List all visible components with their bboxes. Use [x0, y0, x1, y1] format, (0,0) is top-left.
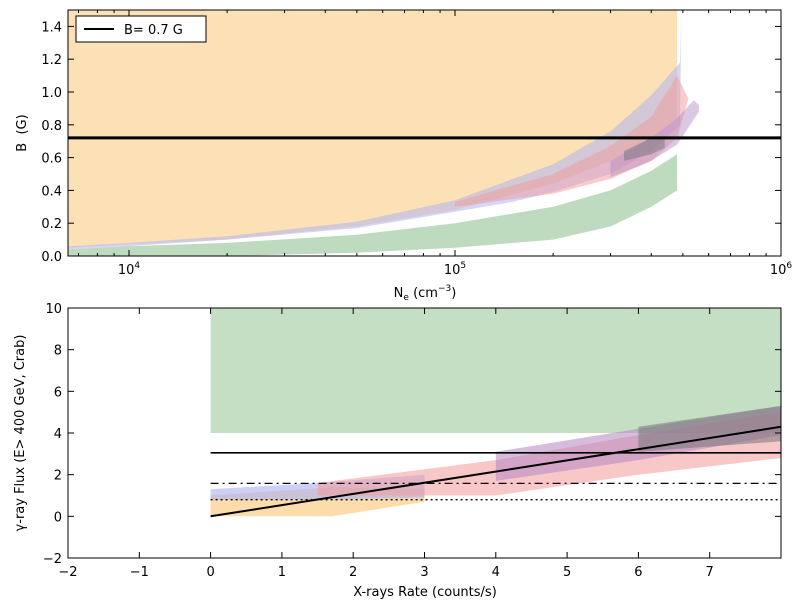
top-y-axis-label: B (G): [15, 114, 30, 151]
legend: B= 0.7 G: [76, 16, 206, 42]
y-tick-label: 0.6: [41, 152, 62, 167]
series-line-0: [211, 427, 781, 517]
x-tick-label: −2: [58, 565, 77, 580]
x-tick-label: 3: [420, 565, 428, 580]
bottom-bands: [211, 308, 781, 516]
band-1-0: [211, 308, 781, 433]
top-bands: [68, 10, 699, 256]
x-tick-label: 4: [492, 565, 500, 580]
y-tick-label: 0.2: [41, 217, 62, 232]
y-tick-label: 1.2: [41, 53, 62, 68]
y-tick-label: 4: [54, 427, 62, 442]
y-tick-label: 6: [54, 385, 62, 400]
y-tick-label: −2: [43, 552, 62, 567]
y-tick-label: 1.0: [41, 86, 62, 101]
y-tick-label: 0.8: [41, 119, 62, 134]
x-tick-label: 105: [444, 261, 466, 278]
y-tick-label: 10: [45, 302, 62, 317]
y-tick-label: 0: [54, 510, 62, 525]
bottom-panel: −2 −1 0 1 2 3 4 5 6 7 −2 0 2 4 6 8 10 γ-ray Flux (E> 400…: [13, 302, 781, 600]
y-tick-label: 8: [54, 344, 62, 359]
x-tick-label: 6: [634, 565, 642, 580]
x-tick-label: 104: [118, 261, 141, 278]
x-tick-label: 0: [206, 565, 214, 580]
x-tick-label: 2: [349, 565, 357, 580]
y-tick-label: 0.4: [41, 184, 62, 199]
bottom-lines: [211, 427, 781, 517]
bottom-x-axis-label: X-rays Rate (counts/s): [353, 585, 497, 600]
top-x-axis-label: Ne (cm−3): [394, 284, 457, 303]
y-tick-label: 0.0: [41, 250, 62, 265]
top-panel: 104 105 106 0.0 0.2 0.4 0.6 0.8 1.0 1.2 1.4 B= 0.7…: [15, 10, 792, 303]
x-tick-label: 106: [770, 261, 793, 278]
x-tick-label: 5: [563, 565, 571, 580]
legend-label: B= 0.7 G: [124, 23, 183, 38]
x-tick-label: −1: [130, 565, 149, 580]
x-tick-label: 1: [278, 565, 286, 580]
x-tick-label: 7: [706, 565, 714, 580]
bottom-y-axis-label: γ-ray Flux (E> 400 GeV, Crab): [13, 335, 28, 532]
y-tick-label: 2: [54, 469, 62, 484]
y-tick-label: 1.4: [41, 20, 62, 35]
